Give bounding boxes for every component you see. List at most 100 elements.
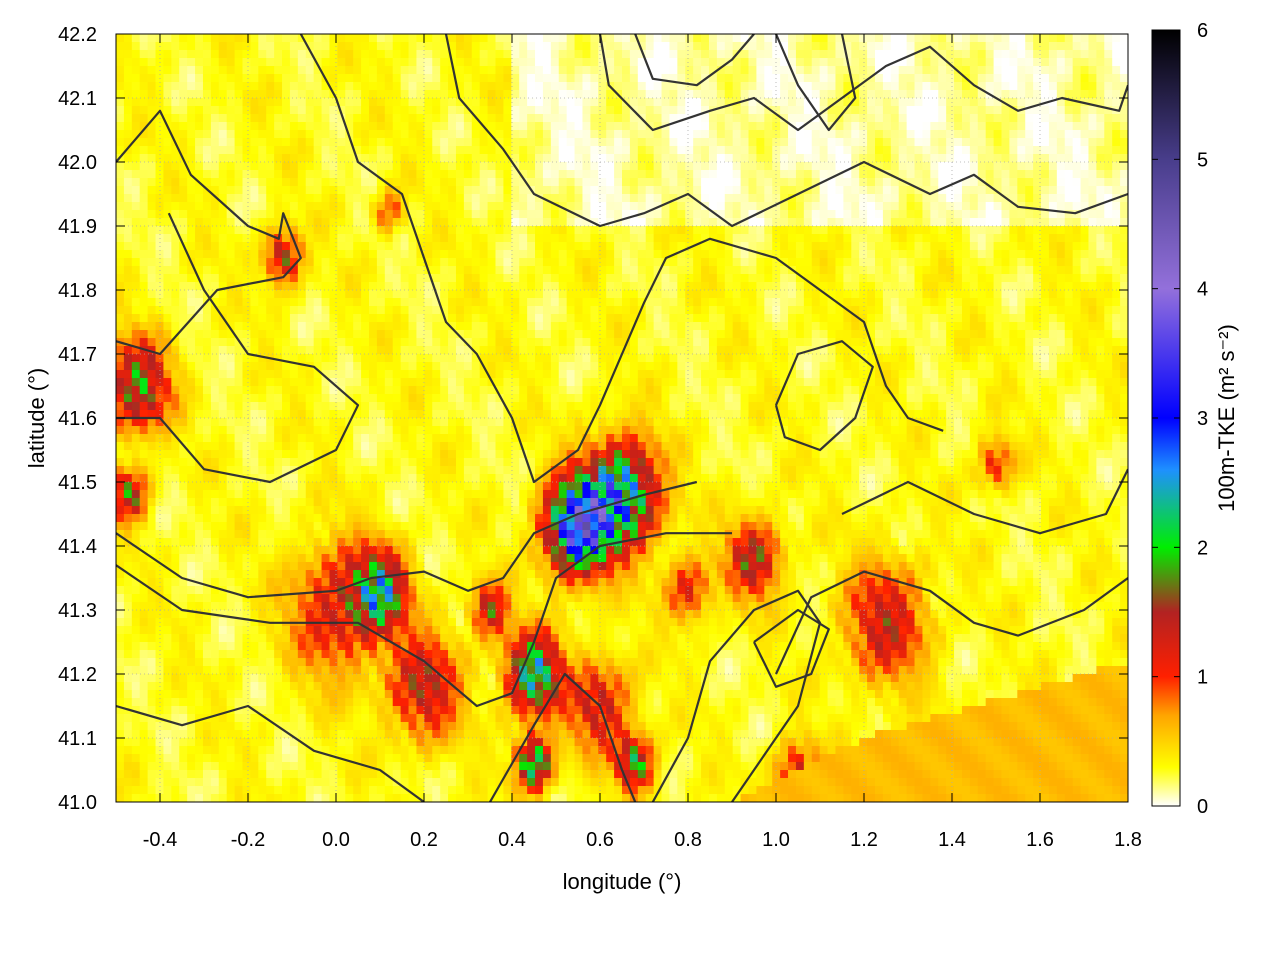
heat-cell — [479, 290, 489, 299]
heat-cell — [1104, 90, 1113, 99]
heat-cell — [890, 330, 900, 339]
heat-cell — [590, 258, 599, 267]
heat-cell — [210, 202, 220, 211]
heat-cell — [1009, 154, 1018, 163]
heat-cell — [598, 242, 607, 251]
heat-cell — [882, 274, 892, 283]
heat-cell — [716, 98, 726, 107]
heat-cell — [566, 338, 576, 347]
heat-cell — [811, 258, 821, 267]
heat-cell — [116, 178, 125, 187]
heat-cell — [408, 162, 418, 171]
heat-cell — [977, 322, 987, 331]
heat-cell — [827, 226, 837, 235]
heat-cell — [669, 50, 678, 59]
heat-cell — [629, 146, 639, 155]
heat-cell — [637, 322, 647, 331]
heat-cell — [361, 210, 370, 219]
heat-cell — [653, 290, 663, 299]
heat-cell — [376, 162, 386, 171]
heat-cell — [266, 322, 275, 331]
heat-cell — [819, 266, 829, 275]
heat-cell — [977, 210, 987, 219]
heat-cell — [210, 42, 220, 51]
heat-cell — [724, 98, 734, 107]
heat-cell — [669, 226, 678, 235]
heat-cell — [677, 314, 686, 323]
heat-cell — [202, 50, 212, 59]
heat-cell — [535, 202, 544, 211]
heat-cell — [487, 314, 497, 323]
heat-cell — [653, 194, 663, 203]
heat-cell — [242, 106, 252, 115]
heat-cell — [1064, 58, 1074, 67]
heat-cell — [218, 42, 228, 51]
heat-cell — [898, 98, 908, 107]
heat-cell — [780, 154, 789, 163]
heat-cell — [558, 50, 568, 59]
heat-cell — [898, 90, 908, 99]
heat-cell — [701, 266, 710, 275]
heat-cell — [772, 210, 781, 219]
heat-cell — [550, 194, 560, 203]
heat-cell — [139, 82, 149, 91]
heat-cell — [131, 42, 141, 51]
heat-cell — [859, 178, 868, 187]
heat-cell — [131, 130, 141, 139]
heat-cell — [116, 114, 125, 123]
heat-cell — [1072, 146, 1082, 155]
heat-cell — [788, 90, 797, 99]
heat-cell — [859, 290, 868, 299]
heat-cell — [795, 258, 805, 267]
heat-cell — [266, 34, 275, 43]
heat-cell — [440, 250, 449, 259]
heat-cell — [463, 178, 473, 187]
heat-cell — [811, 218, 821, 227]
heat-cell — [661, 274, 671, 283]
heat-cell — [471, 66, 481, 75]
heat-cell — [772, 154, 781, 163]
heat-cell — [511, 258, 520, 267]
heat-cell — [416, 282, 425, 291]
heat-cell — [527, 330, 536, 339]
heat-cell — [1056, 58, 1066, 67]
heat-cell — [313, 178, 323, 187]
heat-cell — [1072, 210, 1082, 219]
heat-cell — [250, 122, 259, 131]
heat-cell — [645, 90, 655, 99]
heat-cell — [606, 186, 615, 195]
heat-cell — [851, 218, 860, 227]
heat-cell — [835, 74, 844, 83]
heat-cell — [139, 106, 149, 115]
heat-cell — [369, 66, 378, 75]
heat-cell — [637, 74, 647, 83]
heat-cell — [337, 218, 346, 227]
heat-cell — [511, 194, 520, 203]
heat-cell — [756, 58, 765, 67]
heat-cell — [305, 82, 315, 91]
heat-cell — [1017, 234, 1026, 243]
heat-cell — [179, 218, 188, 227]
heat-cell — [282, 170, 291, 179]
heat-cell — [732, 82, 742, 91]
heat-cell — [432, 322, 441, 331]
heat-cell — [210, 162, 220, 171]
heat-cell — [171, 242, 180, 251]
heat-cell — [708, 202, 718, 211]
heat-cell — [598, 226, 607, 235]
heat-cell — [116, 170, 125, 179]
heat-cell — [1080, 314, 1090, 323]
heat-cell — [274, 322, 283, 331]
heat-cell — [985, 58, 995, 67]
heat-cell — [463, 226, 473, 235]
heat-cell — [867, 178, 876, 187]
heat-cell — [297, 314, 307, 323]
heat-cell — [946, 74, 955, 83]
heat-cell — [463, 162, 473, 171]
heat-cell — [614, 74, 623, 83]
heat-cell — [297, 162, 307, 171]
heat-cell — [827, 130, 837, 139]
heat-cell — [977, 98, 987, 107]
heat-cell — [258, 258, 267, 267]
heat-cell — [440, 234, 449, 243]
